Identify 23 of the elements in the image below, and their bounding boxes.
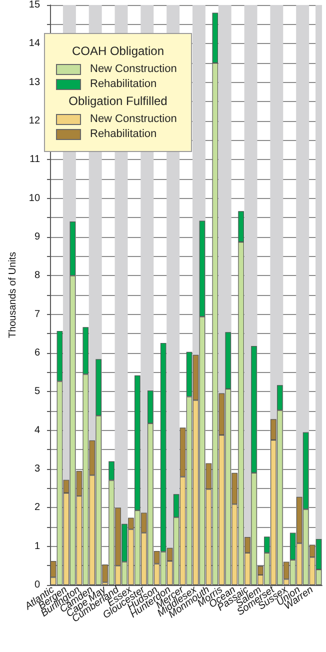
y-tick-label: 6 (34, 348, 40, 358)
y-tick-label: 2 (34, 502, 40, 514)
y-tick-label: 5 (34, 386, 40, 398)
legend-label: New Construction (90, 113, 177, 125)
y-tick-label: 4 (34, 424, 40, 436)
y-tick-label: 11 (30, 154, 40, 166)
y-tick-label: 3 (34, 464, 40, 474)
y-tick-label: 10 (28, 192, 40, 204)
y-tick-label: 1 (34, 540, 40, 552)
y-tick-label: 9 (34, 232, 40, 242)
legend-label: New Construction (90, 63, 177, 75)
y-tick-label: 8 (34, 270, 40, 282)
y-tick-label: 15 (28, 0, 40, 10)
annotation: COAH Obligation (70, 44, 166, 58)
y-tick-label: 0 (34, 580, 40, 590)
legend-label: Rehabilitation (90, 78, 157, 90)
y-tick-label: 12 (28, 116, 40, 126)
legend-label: Rehabilitation (90, 128, 157, 140)
y-tick-label: 13 (28, 76, 40, 88)
y-tick-label: 14 (28, 38, 40, 50)
annotation: Obligation Fulfilled (68, 94, 168, 108)
y-axis-title: Thousands of Units (8, 252, 18, 338)
y-tick-label: 7 (34, 308, 40, 320)
